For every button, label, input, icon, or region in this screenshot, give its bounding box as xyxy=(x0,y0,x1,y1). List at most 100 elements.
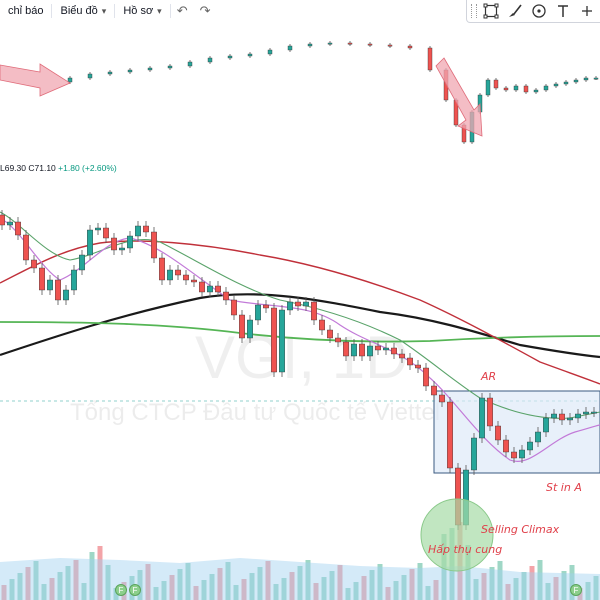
candle xyxy=(503,87,509,91)
text-icon[interactable] xyxy=(553,1,573,21)
absorption-circle xyxy=(420,498,494,572)
candle xyxy=(127,235,133,249)
volume-bar xyxy=(393,581,399,600)
legend-low: L69.30 xyxy=(0,163,26,173)
volume-bar xyxy=(193,586,199,600)
annotation-selling-climax: Selling Climax xyxy=(481,523,560,536)
volume-bar xyxy=(473,579,479,600)
volume-bar xyxy=(505,584,511,600)
candle xyxy=(367,43,373,46)
chart-menu-button[interactable]: Biểu đồ ▾ xyxy=(52,0,114,22)
candle xyxy=(247,319,253,339)
candle xyxy=(199,281,205,293)
indicators-button[interactable]: chỉ báo xyxy=(0,0,51,22)
candle xyxy=(553,83,559,87)
volume-bar xyxy=(337,565,343,600)
range-box[interactable] xyxy=(433,390,600,474)
top-toolbar: chỉ báo Biểu đồ ▾ Hồ sơ ▾ ↶ ↷ xyxy=(0,0,600,22)
candle xyxy=(511,451,517,459)
candle xyxy=(399,353,405,359)
candle xyxy=(533,89,539,93)
candle xyxy=(303,301,309,307)
volume-bar xyxy=(497,561,503,600)
mini-candles xyxy=(67,41,599,144)
candle xyxy=(247,53,253,57)
candle xyxy=(567,417,573,421)
volume-bar xyxy=(49,578,55,600)
volume-bar xyxy=(145,564,151,600)
circle-icon[interactable] xyxy=(529,1,549,21)
volume-ma-area xyxy=(0,558,600,600)
candle xyxy=(407,45,413,49)
candle xyxy=(287,45,293,51)
volume-bar xyxy=(521,572,527,600)
candle xyxy=(415,364,421,369)
event-markers[interactable]: F F F xyxy=(115,584,582,596)
volume-bar xyxy=(1,585,7,600)
candle xyxy=(143,225,149,233)
volume-bar xyxy=(353,582,359,600)
volume-bar xyxy=(417,563,423,600)
candle xyxy=(327,329,333,339)
volume-bar xyxy=(113,588,119,600)
ma-green-line xyxy=(0,321,600,343)
volume-bar xyxy=(513,578,519,600)
candle xyxy=(439,394,445,403)
candle xyxy=(527,441,533,451)
candle xyxy=(267,49,273,55)
profile-menu-label: Hồ sơ xyxy=(123,5,154,17)
candle xyxy=(583,77,589,81)
annotation-absorption: Hấp thụ cung xyxy=(428,543,502,556)
candle xyxy=(279,309,285,373)
more-icon[interactable] xyxy=(577,1,597,21)
candle xyxy=(503,439,509,453)
volume-bar xyxy=(409,569,415,600)
volume-bar xyxy=(313,583,319,600)
volume-bar xyxy=(81,583,87,600)
candle xyxy=(167,65,173,69)
toolbar-divider xyxy=(114,4,116,18)
candle xyxy=(471,437,477,471)
selection-rect-icon[interactable] xyxy=(481,1,501,21)
candle xyxy=(0,214,5,226)
candle xyxy=(591,411,597,414)
volume-bar xyxy=(425,586,431,600)
undo-icon[interactable]: ↶ xyxy=(176,3,188,18)
volume-bar xyxy=(361,576,367,600)
candle xyxy=(183,274,189,281)
candle xyxy=(493,79,499,89)
drag-handle[interactable] xyxy=(471,4,477,18)
volume-bar xyxy=(289,572,295,600)
volume-bar xyxy=(369,570,375,600)
volume-bar xyxy=(481,573,487,600)
volume-bar xyxy=(249,573,255,600)
candle xyxy=(87,229,93,256)
annotation-st-in-a: St in A xyxy=(546,481,582,494)
brush-icon[interactable] xyxy=(505,1,525,21)
volume-bar xyxy=(465,545,471,600)
candle xyxy=(319,319,325,331)
event-marker-icon[interactable] xyxy=(115,584,127,596)
profile-menu-button[interactable]: Hồ sơ ▾ xyxy=(115,0,169,22)
candle xyxy=(387,44,393,47)
candle xyxy=(575,413,581,419)
volume-bar xyxy=(305,560,311,600)
event-marker-label: F xyxy=(119,586,124,595)
redo-icon[interactable]: ↷ xyxy=(199,3,211,18)
candle xyxy=(63,289,69,301)
candle xyxy=(207,57,213,63)
event-marker-icon[interactable] xyxy=(129,584,141,596)
candle xyxy=(107,71,113,75)
volume-bar xyxy=(137,570,143,600)
volume-bar xyxy=(233,585,239,600)
event-marker-icon[interactable] xyxy=(570,584,582,596)
candle xyxy=(487,397,493,427)
volume-bar xyxy=(41,584,47,600)
candle xyxy=(543,417,549,433)
candle xyxy=(383,347,389,351)
candle xyxy=(135,225,141,237)
candle xyxy=(23,234,29,261)
volume-bar xyxy=(185,563,191,600)
candle xyxy=(559,413,565,421)
